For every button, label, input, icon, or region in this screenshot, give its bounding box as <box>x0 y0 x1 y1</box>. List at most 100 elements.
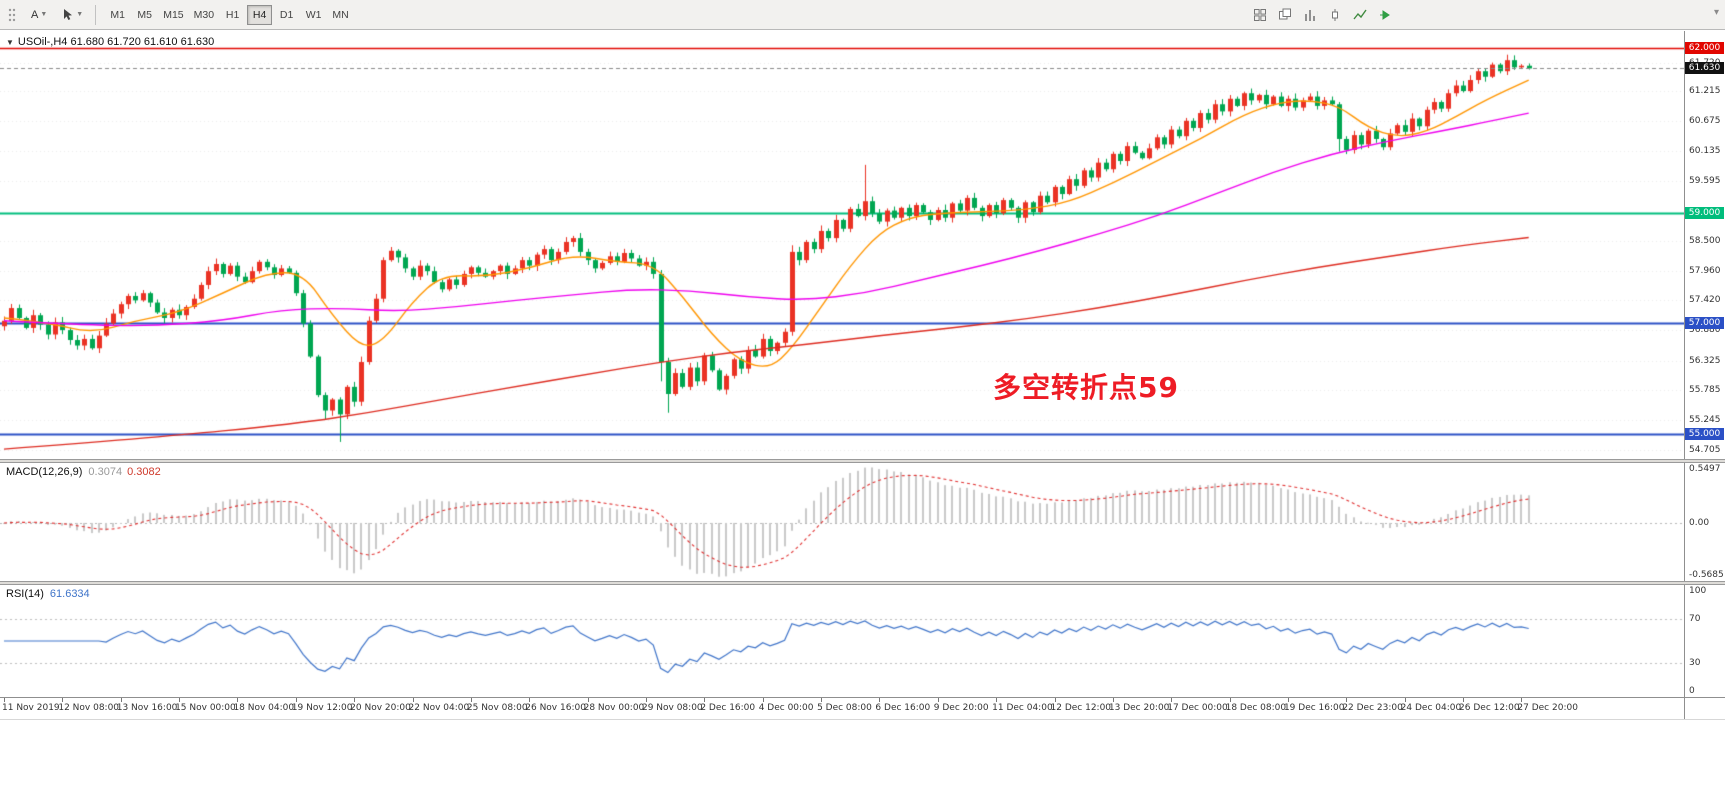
timeframe-button-mn[interactable]: MN <box>328 5 353 25</box>
toolbar-separator <box>95 4 97 25</box>
cascade-windows-icon[interactable] <box>1275 5 1295 25</box>
caret-down-icon: ▼ <box>40 11 48 18</box>
rsi-axis-0: 0 <box>1689 686 1695 696</box>
time-axis-label: 13 Nov 16:00 <box>116 703 178 713</box>
time-axis-tick <box>296 698 297 702</box>
macd-label-row: MACD(12,26,9) 0.3074 0.3082 <box>6 466 161 478</box>
toolbar-grip-icon[interactable] <box>3 4 21 26</box>
time-axis-tick <box>704 698 705 702</box>
time-axis-label: 2 Dec 16:00 <box>700 703 756 713</box>
time-axis-tick <box>821 698 822 702</box>
time-axis-label: 29 Nov 08:00 <box>641 703 703 713</box>
time-axis-label: 22 Dec 23:00 <box>1342 703 1403 713</box>
line-chart-icon[interactable] <box>1350 5 1370 25</box>
price-axis-label: 60.675 <box>1689 116 1721 127</box>
time-axis-label: 25 Nov 08:00 <box>466 703 528 713</box>
time-axis-label: 15 Nov 00:00 <box>175 703 236 713</box>
tile-windows-icon[interactable] <box>1250 5 1270 25</box>
time-axis-tick <box>179 698 180 702</box>
macd-axis-zero: 0.00 <box>1689 517 1710 528</box>
time-axis-label: 22 Nov 04:00 <box>408 703 470 713</box>
bar-chart-icon[interactable] <box>1300 5 1320 25</box>
timeframe-button-m1[interactable]: M1 <box>105 5 130 25</box>
time-axis-label: 26 Nov 16:00 <box>525 703 586 713</box>
time-axis-label: 27 Dec 20:00 <box>1517 703 1578 713</box>
cursor-arrow-icon <box>64 9 73 20</box>
time-axis-tick <box>413 698 414 702</box>
timeframe-button-m15[interactable]: M15 <box>159 5 187 25</box>
time-axis-tick <box>996 698 997 702</box>
cursor-tool-button[interactable]: ▼ <box>57 4 88 26</box>
timeframe-button-h1[interactable]: H1 <box>220 5 245 25</box>
rsi-value: 61.6334 <box>49 588 90 600</box>
time-axis-tick <box>588 698 589 702</box>
panel-resize-divider[interactable] <box>0 459 1725 463</box>
timeframe-toolbar: M1 M5 M15 M30 H1 H4 D1 W1 MN <box>105 4 355 25</box>
time-axis-label: 11 Nov 2019 <box>2 703 60 713</box>
price-axis-label: 57.960 <box>1689 265 1721 276</box>
price-axis-label: 55.245 <box>1689 415 1721 426</box>
time-axis-label: 12 Nov 08:00 <box>58 703 120 713</box>
price-axis-label: 60.135 <box>1689 145 1721 156</box>
price-level-tag: 59.000 <box>1685 207 1724 220</box>
chart-tools-toolbar <box>1250 5 1395 25</box>
timeframe-button-w1[interactable]: W1 <box>301 5 326 25</box>
macd-name: MACD(12,26,9) <box>6 466 83 478</box>
price-axis-label: 61.215 <box>1689 86 1721 97</box>
bottom-border <box>0 719 1725 720</box>
time-axis-tick <box>354 698 355 702</box>
text-tool-label: A <box>31 8 39 21</box>
auto-scroll-icon[interactable] <box>1375 5 1395 25</box>
timeframe-button-m5[interactable]: M5 <box>132 5 157 25</box>
time-axis-label: 19 Nov 12:00 <box>291 703 353 713</box>
timeframe-button-d1[interactable]: D1 <box>274 5 299 25</box>
time-axis-tick <box>1113 698 1114 702</box>
timeframe-button-m30[interactable]: M30 <box>190 5 218 25</box>
caret-down-icon: ▼ <box>76 11 84 18</box>
text-tool-button[interactable]: A ▼ <box>26 4 52 26</box>
time-axis-label: 5 Dec 08:00 <box>817 703 872 713</box>
time-axis-label: 28 Nov 00:00 <box>583 703 645 713</box>
panel-resize-divider[interactable] <box>0 581 1725 585</box>
time-axis-label: 12 Dec 12:00 <box>1050 703 1112 713</box>
chart-title-row: ▼ USOil-,H4 61.680 61.720 61.610 61.630 <box>6 36 214 48</box>
chart-expander-icon[interactable]: ▼ <box>6 37 14 47</box>
chart-annotation-text[interactable]: 多空转折点59 <box>993 371 1179 404</box>
time-axis-label: 26 Dec 12:00 <box>1459 703 1520 713</box>
main-toolbar: A ▼ ▼ M1 M5 M15 M30 H1 H4 D1 W1 MN ▾ <box>0 0 1725 30</box>
chart-title: USOil-,H4 61.680 61.720 61.610 61.630 <box>17 36 215 48</box>
grip-dots-icon <box>8 8 16 21</box>
time-axis-tick <box>938 698 939 702</box>
price-axis-border <box>1684 31 1685 719</box>
candlestick-chart-icon[interactable] <box>1325 5 1345 25</box>
time-axis-tick <box>121 698 122 702</box>
price-level-tag: 62.000 <box>1685 42 1724 55</box>
time-axis-tick <box>1288 698 1289 702</box>
macd-axis-min: -0.5685 <box>1689 570 1724 580</box>
rsi-panel-canvas[interactable] <box>0 585 1684 697</box>
price-axis-label: 56.325 <box>1689 355 1721 366</box>
time-axis-tick <box>1171 698 1172 702</box>
time-axis-tick <box>1346 698 1347 702</box>
time-axis-tick <box>879 698 880 702</box>
time-axis-label: 20 Nov 20:00 <box>350 703 411 713</box>
time-axis-label: 9 Dec 20:00 <box>933 703 989 713</box>
macd-panel-canvas[interactable] <box>0 463 1684 581</box>
rsi-axis-30: 30 <box>1689 658 1701 669</box>
time-axis-label: 4 Dec 00:00 <box>758 703 814 713</box>
macd-signal-value: 0.3082 <box>127 466 161 478</box>
toolbar-overflow-icon[interactable]: ▾ <box>1713 7 1719 18</box>
price-axis-label: 59.595 <box>1689 175 1721 186</box>
rsi-label-row: RSI(14) 61.6334 <box>6 588 90 600</box>
price-chart-canvas[interactable] <box>0 31 1684 459</box>
time-axis-label: 19 Dec 16:00 <box>1283 703 1345 713</box>
time-axis-tick <box>1405 698 1406 702</box>
time-axis-border <box>0 697 1725 698</box>
timeframe-button-h4[interactable]: H4 <box>247 4 273 25</box>
price-axis-label: 58.500 <box>1689 235 1721 246</box>
time-axis-label: 11 Dec 04:00 <box>992 703 1053 713</box>
time-axis-tick <box>1463 698 1464 702</box>
time-axis-tick <box>1521 698 1522 702</box>
time-axis-tick <box>4 698 5 702</box>
